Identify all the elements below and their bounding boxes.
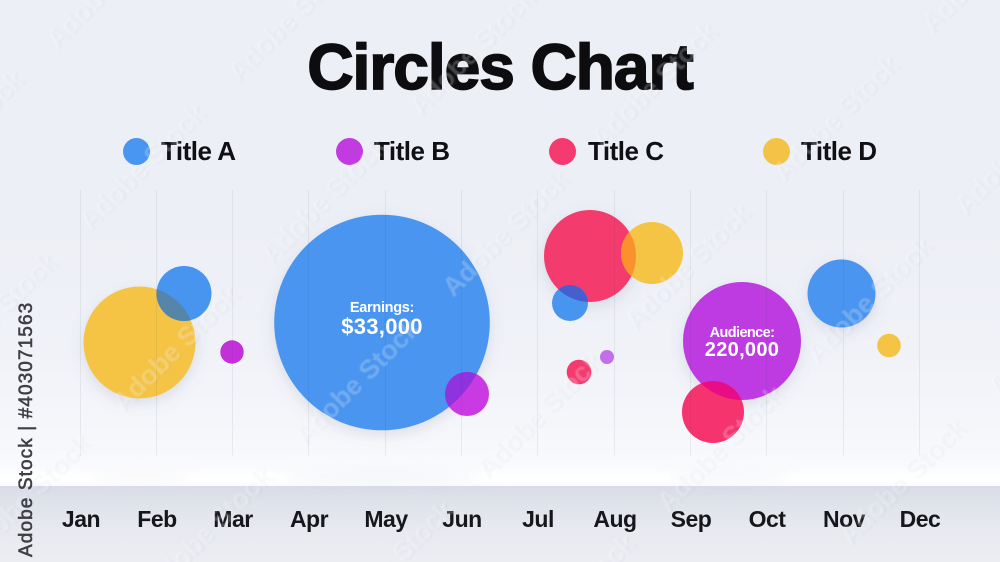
svg-text:Adobe Stock: Adobe Stock [403, 0, 542, 120]
svg-text:Adobe Stock: Adobe Stock [733, 0, 872, 5]
svg-text:Adobe Stock: Adobe Stock [800, 230, 939, 369]
svg-text:Adobe Stock: Adobe Stock [767, 48, 906, 187]
svg-text:Adobe Stock: Adobe Stock [73, 97, 212, 236]
svg-text:Adobe Stock: Adobe Stock [0, 64, 30, 203]
svg-text:Adobe Stock: Adobe Stock [618, 197, 757, 336]
svg-text:Adobe Stock: Adobe Stock [585, 15, 724, 154]
svg-text:Adobe Stock: Adobe Stock [321, 494, 460, 562]
svg-text:Adobe Stock: Adobe Stock [0, 427, 96, 562]
svg-text:Adobe Stock: Adobe Stock [503, 527, 642, 562]
svg-text:Adobe Stock: Adobe Stock [106, 279, 245, 418]
svg-text:Adobe Stock: Adobe Stock [833, 412, 972, 551]
svg-text:Adobe Stock: Adobe Stock [470, 345, 609, 484]
svg-text:Adobe Stock: Adobe Stock [982, 263, 1000, 402]
svg-text:Adobe Stock: Adobe Stock [221, 0, 360, 87]
svg-text:Adobe Stock: Adobe Stock [139, 461, 278, 562]
svg-text:Adobe Stock: Adobe Stock [436, 164, 575, 303]
svg-text:Adobe Stock: Adobe Stock [255, 130, 394, 269]
svg-text:Adobe Stock: Adobe Stock [651, 379, 790, 518]
svg-text:Adobe Stock: Adobe Stock [288, 312, 427, 451]
